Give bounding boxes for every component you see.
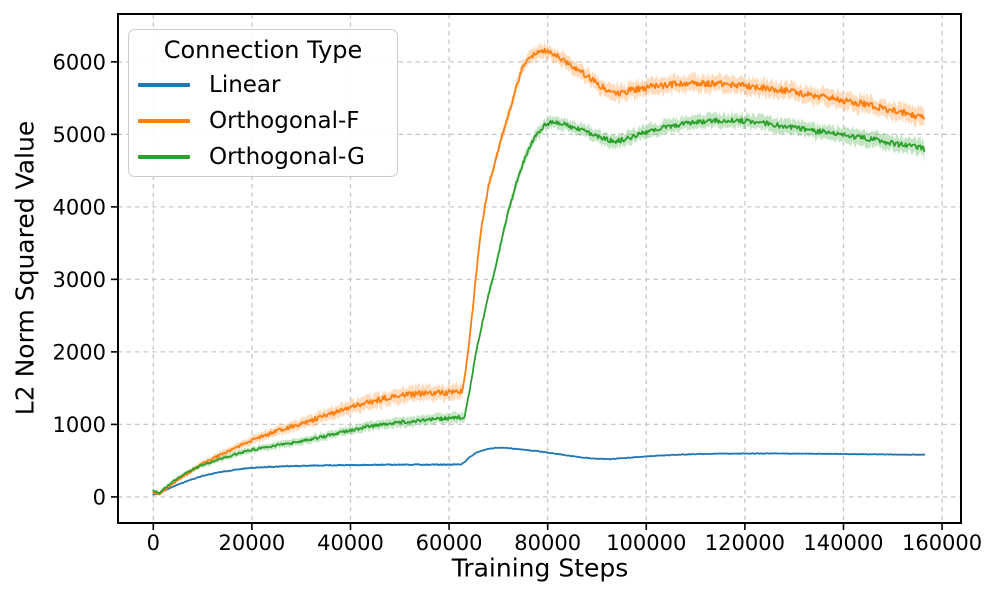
tick-labels: 0 20000 40000 60000 80000 100000 120000 140000 1… [53,50,983,555]
legend: Connection Type Linear Orthogonal-F Orth… [128,29,398,177]
x-tick-label: 80000 [514,531,581,555]
x-tick-label: 120000 [705,531,785,555]
axis-ticks [111,61,943,530]
y-tick-label: 5000 [53,123,106,147]
x-tick-label: 0 [147,531,160,555]
series-line-orthogonal-f [152,47,926,495]
y-tick-label: 0 [93,485,106,509]
legend-label-orthogonal-f: Orthogonal-F [209,108,360,134]
legend-item: Orthogonal-F [129,103,397,139]
plot-border [117,13,962,524]
x-tick-label: 60000 [416,531,483,555]
legend-label-orthogonal-g: Orthogonal-G [209,144,365,170]
x-tick-label: 20000 [218,531,285,555]
legend-swatch-orthogonal-g [138,155,190,159]
y-tick-label: 4000 [53,195,106,219]
y-axis-label: L2 Norm Squared Value [10,120,40,416]
legend-item: Linear [129,67,397,103]
x-tick-label: 160000 [902,531,982,555]
series-line-orthogonal-g [152,117,926,495]
y-tick-label: 6000 [53,50,106,74]
x-tick-label: 100000 [606,531,686,555]
series-group [152,40,926,496]
y-tick-label: 3000 [53,268,106,292]
x-tick-label: 40000 [317,531,384,555]
x-tick-label: 140000 [803,531,883,555]
y-tick-label: 2000 [53,340,106,364]
y-tick-label: 1000 [53,413,106,437]
series-line-linear [152,446,926,496]
legend-item: Orthogonal-G [129,139,397,175]
legend-swatch-orthogonal-f [138,119,190,123]
legend-title: Connection Type [163,36,363,64]
legend-label-linear: Linear [209,72,281,98]
x-axis-label: Training Steps [451,553,629,583]
legend-swatch-linear [138,83,190,87]
